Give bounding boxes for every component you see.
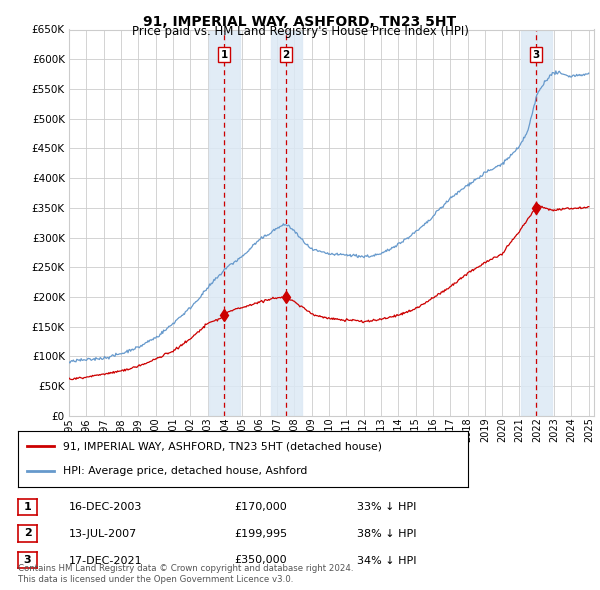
Text: 34% ↓ HPI: 34% ↓ HPI: [357, 556, 416, 565]
Text: £350,000: £350,000: [234, 556, 287, 565]
Text: This data is licensed under the Open Government Licence v3.0.: This data is licensed under the Open Gov…: [18, 575, 293, 584]
Text: 13-JUL-2007: 13-JUL-2007: [69, 529, 137, 539]
Text: 1: 1: [221, 50, 228, 60]
Text: 3: 3: [533, 50, 540, 60]
Text: £199,995: £199,995: [234, 529, 287, 539]
Text: 91, IMPERIAL WAY, ASHFORD, TN23 5HT (detached house): 91, IMPERIAL WAY, ASHFORD, TN23 5HT (det…: [63, 441, 382, 451]
Text: Contains HM Land Registry data © Crown copyright and database right 2024.: Contains HM Land Registry data © Crown c…: [18, 565, 353, 573]
Bar: [271, 30, 302, 416]
Bar: [521, 30, 552, 416]
Text: 33% ↓ HPI: 33% ↓ HPI: [357, 503, 416, 512]
Text: 91, IMPERIAL WAY, ASHFORD, TN23 5HT: 91, IMPERIAL WAY, ASHFORD, TN23 5HT: [143, 15, 457, 29]
Text: 2: 2: [283, 50, 290, 60]
Text: Price paid vs. HM Land Registry's House Price Index (HPI): Price paid vs. HM Land Registry's House …: [131, 25, 469, 38]
Text: HPI: Average price, detached house, Ashford: HPI: Average price, detached house, Ashf…: [63, 466, 307, 476]
Text: £170,000: £170,000: [234, 503, 287, 512]
Bar: [209, 30, 240, 416]
Text: 16-DEC-2003: 16-DEC-2003: [69, 503, 142, 512]
Text: 3: 3: [24, 555, 31, 565]
Text: 2: 2: [24, 529, 31, 538]
Text: 38% ↓ HPI: 38% ↓ HPI: [357, 529, 416, 539]
Text: 1: 1: [24, 502, 31, 512]
Text: 17-DEC-2021: 17-DEC-2021: [69, 556, 143, 565]
